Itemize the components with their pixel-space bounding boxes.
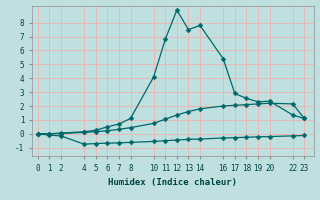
X-axis label: Humidex (Indice chaleur): Humidex (Indice chaleur)	[108, 178, 237, 187]
